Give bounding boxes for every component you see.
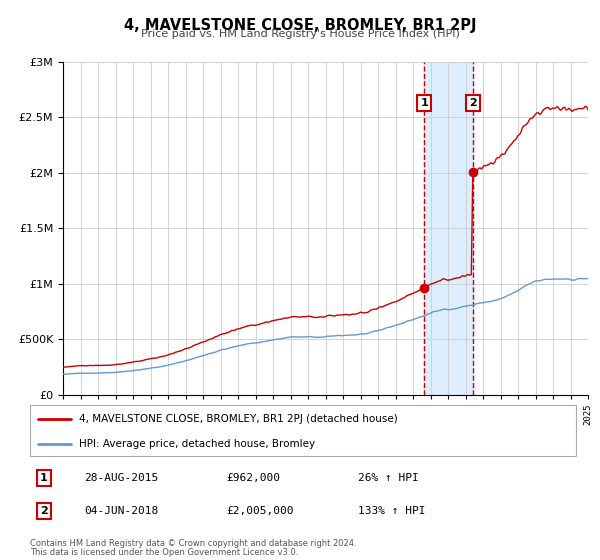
- Text: 26% ↑ HPI: 26% ↑ HPI: [358, 473, 418, 483]
- Text: Price paid vs. HM Land Registry's House Price Index (HPI): Price paid vs. HM Land Registry's House …: [140, 29, 460, 39]
- Bar: [424, 62, 473, 395]
- Text: 04-JUN-2018: 04-JUN-2018: [85, 506, 159, 516]
- FancyBboxPatch shape: [30, 405, 576, 456]
- Text: 28-AUG-2015: 28-AUG-2015: [85, 473, 159, 483]
- Text: 2: 2: [40, 506, 47, 516]
- Text: This data is licensed under the Open Government Licence v3.0.: This data is licensed under the Open Gov…: [30, 548, 298, 557]
- Text: 4, MAVELSTONE CLOSE, BROMLEY, BR1 2PJ: 4, MAVELSTONE CLOSE, BROMLEY, BR1 2PJ: [124, 18, 476, 33]
- Text: £962,000: £962,000: [227, 473, 281, 483]
- Text: HPI: Average price, detached house, Bromley: HPI: Average price, detached house, Brom…: [79, 438, 315, 449]
- Text: 1: 1: [40, 473, 47, 483]
- Text: 2: 2: [469, 98, 477, 108]
- Text: 4, MAVELSTONE CLOSE, BROMLEY, BR1 2PJ (detached house): 4, MAVELSTONE CLOSE, BROMLEY, BR1 2PJ (d…: [79, 414, 398, 424]
- Text: 1: 1: [421, 98, 428, 108]
- Text: 133% ↑ HPI: 133% ↑ HPI: [358, 506, 425, 516]
- Text: £2,005,000: £2,005,000: [227, 506, 294, 516]
- Text: Contains HM Land Registry data © Crown copyright and database right 2024.: Contains HM Land Registry data © Crown c…: [30, 539, 356, 548]
